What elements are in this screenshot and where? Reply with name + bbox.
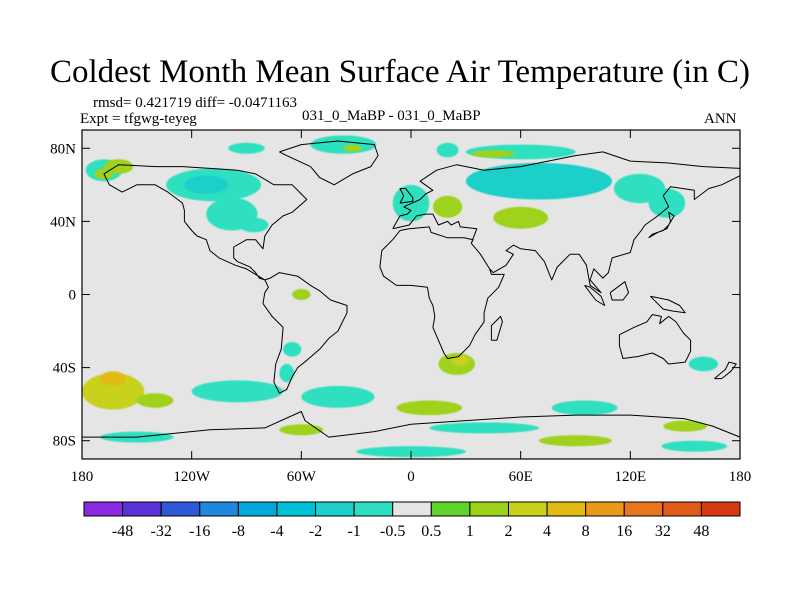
coastlines: [82, 140, 740, 438]
coastline-australia: [618, 314, 692, 365]
region-central-asia-warm: [493, 206, 549, 229]
x-tick-label: 180: [729, 469, 752, 485]
region-antarctica-east-cold: [661, 440, 728, 452]
region-greenland-warm-patch: [343, 144, 362, 152]
x-tick-label: 0: [407, 469, 415, 485]
colorbar-swatch: [469, 501, 509, 517]
colorbar-label: 1: [466, 523, 474, 540]
coastline-japan: [648, 211, 675, 239]
rmsd-diff-stats: rmsd= 0.421719 diff= -0.0471163: [93, 95, 297, 111]
y-tick-label: 80N: [50, 141, 76, 157]
colorbar-label: -1: [347, 523, 360, 540]
colorbar-label: -32: [151, 523, 172, 540]
colorbar-label: -0.5: [380, 523, 405, 540]
region-south-atlantic-cold: [301, 385, 375, 408]
region-south-america-south: [283, 342, 302, 357]
region-patagonia-cold: [279, 363, 295, 383]
region-alaska-north-warm: [103, 159, 134, 174]
y-tick-label: 40N: [50, 214, 76, 230]
chart-title: Coldest Month Mean Surface Air Temperatu…: [50, 54, 750, 90]
colorbar-swatch: [83, 501, 124, 517]
region-south-america-north: [292, 289, 311, 300]
coastline-sumatra: [584, 284, 606, 306]
comparison-label: 031_0_MaBP - 031_0_MaBP: [302, 108, 481, 124]
region-south-pacific-tail: [136, 393, 174, 408]
colorbar-swatch: [546, 501, 587, 517]
colorbar-label: -2: [309, 523, 322, 540]
region-south-pacific-east-cold: [191, 380, 284, 403]
colorbar-swatch: [160, 501, 201, 517]
region-svalbard: [436, 142, 459, 158]
colorbar-swatch: [237, 501, 278, 517]
coastline-madagascar: [490, 315, 503, 341]
x-axis-ticks: 180 120W 60W 0 60E 120E 180: [71, 130, 752, 485]
colorbar-label: 8: [582, 523, 590, 540]
colorbar-swatch: [585, 501, 625, 517]
region-south-pacific-west-core: [100, 371, 126, 386]
coastline-new-guinea: [650, 295, 686, 314]
colorbar-swatch: [392, 501, 432, 517]
region-europe-east: [432, 195, 463, 218]
region-north-america-canada-core: [184, 175, 229, 194]
region-canadian-arctic-islands: [228, 142, 265, 154]
colorbar-swatch: [276, 501, 317, 517]
region-eurasia-central-core: [502, 173, 594, 196]
y-axis-ticks: 80N 40N 0 40S 80S: [50, 141, 740, 450]
x-tick-label: 60W: [287, 469, 317, 485]
colorbar-label: 48: [693, 523, 709, 540]
colorbar-label: 2: [504, 523, 512, 540]
coastline-british-isles: [399, 188, 414, 204]
region-siberia-north-warm: [471, 150, 516, 158]
colorbar-label: 32: [655, 523, 671, 540]
region-greenland-north: [310, 135, 377, 154]
colorbar-label: -8: [232, 523, 245, 540]
colorbar-label: 0.5: [421, 523, 441, 540]
colorbar-label: 4: [543, 523, 551, 540]
season-label: ANN: [704, 111, 737, 127]
coastline-antarctica: [82, 411, 740, 438]
region-north-america-south: [239, 217, 269, 233]
region-antarctica-coast-3: [429, 422, 539, 434]
colorbar-label: -16: [189, 523, 210, 540]
colorbar-swatch: [507, 501, 548, 517]
colorbar-swatch: [122, 501, 162, 517]
colorbar-swatch: [700, 501, 741, 517]
region-antarctica-coast-5: [663, 420, 708, 432]
x-tick-label: 180: [71, 469, 94, 485]
colorbar-swatch: [662, 501, 702, 517]
y-tick-label: 80S: [53, 434, 76, 450]
region-south-pacific-west-warm: [82, 373, 145, 410]
experiment-label: Expt = tfgwg-teyeg: [80, 111, 197, 127]
region-tasman-warm: [688, 356, 719, 372]
colorbar-label: -48: [112, 523, 133, 540]
colorbar-label: -4: [270, 523, 283, 540]
colorbar-swatch: [623, 501, 664, 517]
region-antarctica-coast-2: [279, 424, 324, 436]
x-tick-label: 120W: [173, 469, 211, 485]
colorbar: -48 -32 -16 -8 -4 -2 -1 -0.5 0.5 1 2 4 8 16 32 48: [83, 501, 741, 540]
region-southern-ocean-east-cold: [551, 400, 618, 416]
colorbar-swatch: [199, 501, 239, 517]
x-tick-label: 120E: [614, 469, 646, 485]
colorbar-swatch: [353, 501, 394, 517]
coastline-greenland: [279, 140, 379, 186]
coastline-south-america: [262, 272, 348, 394]
x-tick-label: 60E: [509, 469, 533, 485]
region-southern-ocean-center: [396, 400, 463, 416]
region-antarctica-coast-4: [538, 435, 613, 447]
colorbar-label: 16: [616, 523, 632, 540]
y-tick-label: 40S: [53, 361, 76, 377]
y-tick-label: 0: [69, 288, 77, 304]
colorbar-swatch: [430, 501, 471, 517]
region-africa-south-core: [451, 354, 470, 366]
colorbar-swatch: [315, 501, 355, 517]
coastline-north-america: [103, 164, 308, 281]
coastline-new-zealand: [714, 361, 737, 380]
coastline-eurasia-africa: [379, 151, 740, 359]
coastline-borneo: [609, 281, 629, 301]
